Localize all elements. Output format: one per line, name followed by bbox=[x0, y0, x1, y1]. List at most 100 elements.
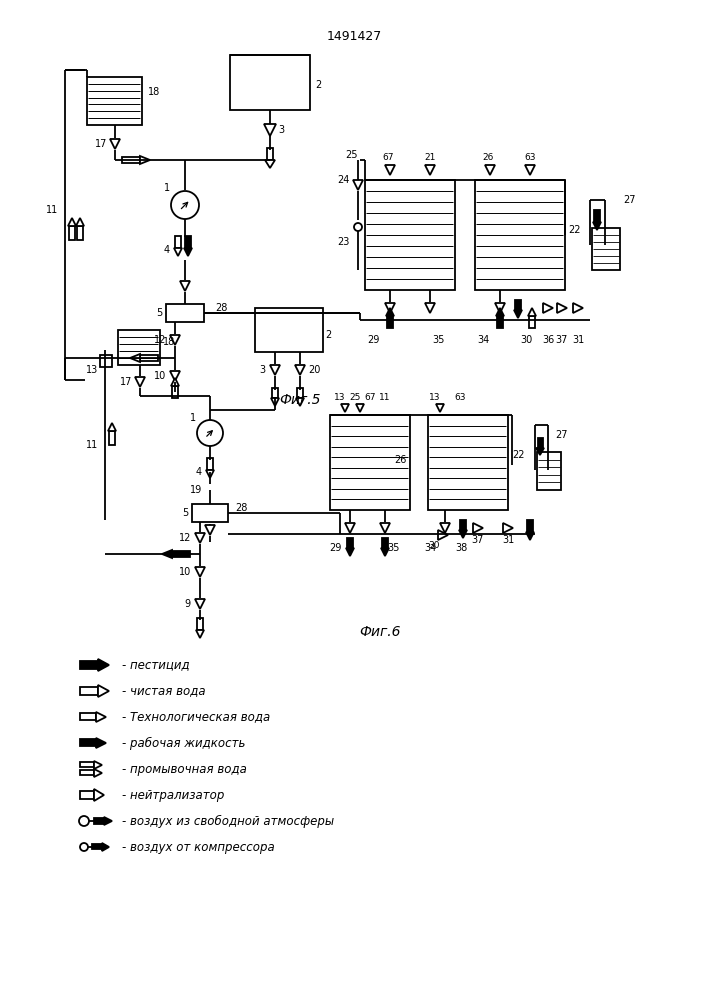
Text: 17: 17 bbox=[95, 139, 107, 149]
Text: 29: 29 bbox=[368, 335, 380, 345]
Polygon shape bbox=[98, 659, 109, 671]
Bar bbox=[515, 300, 521, 310]
Polygon shape bbox=[593, 222, 601, 230]
Bar bbox=[140, 355, 158, 361]
Polygon shape bbox=[346, 548, 354, 556]
Text: 35: 35 bbox=[432, 335, 445, 345]
Bar bbox=[330, 415, 410, 510]
Bar bbox=[592, 228, 620, 270]
Text: 18: 18 bbox=[163, 337, 175, 347]
Polygon shape bbox=[459, 530, 467, 538]
Bar bbox=[80, 713, 96, 720]
Text: 30: 30 bbox=[428, 540, 440, 550]
Bar bbox=[207, 458, 213, 470]
Bar bbox=[538, 438, 543, 448]
Polygon shape bbox=[526, 532, 534, 540]
Text: 12: 12 bbox=[153, 335, 166, 345]
Text: - пестицид: - пестицид bbox=[122, 658, 189, 672]
Bar bbox=[80, 661, 98, 669]
Text: 25: 25 bbox=[346, 150, 358, 160]
Text: 5: 5 bbox=[182, 508, 188, 518]
Bar bbox=[69, 226, 75, 240]
Text: 29: 29 bbox=[329, 543, 342, 553]
Text: 21: 21 bbox=[424, 153, 436, 162]
Polygon shape bbox=[174, 248, 182, 256]
Bar bbox=[497, 316, 503, 328]
Polygon shape bbox=[102, 843, 109, 851]
Text: 67: 67 bbox=[382, 153, 394, 162]
Text: 17: 17 bbox=[119, 377, 132, 387]
Bar bbox=[297, 388, 303, 398]
Polygon shape bbox=[94, 769, 102, 777]
Text: Фиг.6: Фиг.6 bbox=[359, 625, 401, 639]
Text: 13: 13 bbox=[429, 393, 440, 402]
Bar bbox=[87, 77, 142, 125]
Polygon shape bbox=[296, 398, 304, 406]
Bar bbox=[175, 236, 181, 248]
Text: 1491427: 1491427 bbox=[327, 30, 382, 43]
Text: 13: 13 bbox=[334, 393, 346, 402]
Bar bbox=[197, 618, 203, 630]
Bar bbox=[594, 210, 600, 222]
Polygon shape bbox=[130, 354, 140, 362]
Bar bbox=[185, 236, 191, 248]
Bar bbox=[166, 304, 204, 322]
Bar bbox=[230, 55, 310, 110]
Text: - воздух от компрессора: - воздух от компрессора bbox=[122, 840, 275, 854]
Bar bbox=[118, 330, 160, 365]
Text: 38: 38 bbox=[455, 543, 467, 553]
Polygon shape bbox=[381, 548, 389, 556]
Text: 37: 37 bbox=[556, 335, 568, 345]
Polygon shape bbox=[98, 685, 109, 697]
Text: 4: 4 bbox=[164, 245, 170, 255]
Bar bbox=[80, 739, 96, 746]
Bar bbox=[255, 308, 323, 352]
Bar bbox=[428, 415, 508, 510]
Bar bbox=[192, 504, 228, 522]
Text: 24: 24 bbox=[338, 175, 350, 185]
Text: 37: 37 bbox=[472, 535, 484, 545]
Text: 22: 22 bbox=[568, 225, 580, 235]
Text: 11: 11 bbox=[379, 393, 391, 402]
Text: 10: 10 bbox=[179, 567, 191, 577]
Text: 9: 9 bbox=[185, 599, 191, 609]
Text: - нейтрализатор: - нейтрализатор bbox=[122, 788, 224, 802]
Bar bbox=[365, 180, 455, 290]
Text: 63: 63 bbox=[525, 153, 536, 162]
Polygon shape bbox=[265, 160, 275, 168]
Bar bbox=[529, 316, 535, 328]
Polygon shape bbox=[271, 398, 279, 406]
Text: 22: 22 bbox=[512, 450, 525, 460]
Polygon shape bbox=[104, 817, 112, 825]
Text: 26: 26 bbox=[394, 455, 407, 465]
Text: 11: 11 bbox=[46, 205, 58, 215]
Polygon shape bbox=[528, 308, 536, 316]
Polygon shape bbox=[68, 218, 76, 226]
Bar bbox=[527, 520, 533, 532]
Bar bbox=[94, 818, 104, 824]
Text: 36: 36 bbox=[542, 335, 554, 345]
Bar bbox=[272, 388, 278, 398]
Text: 27: 27 bbox=[555, 430, 568, 440]
Polygon shape bbox=[496, 308, 504, 316]
Text: 30: 30 bbox=[520, 335, 532, 345]
Text: 1: 1 bbox=[164, 183, 170, 193]
Text: 31: 31 bbox=[572, 335, 584, 345]
Text: 25: 25 bbox=[349, 393, 361, 402]
Text: 11: 11 bbox=[86, 440, 98, 450]
Bar bbox=[387, 316, 393, 328]
Bar bbox=[80, 687, 98, 695]
Polygon shape bbox=[171, 378, 179, 386]
Polygon shape bbox=[140, 156, 150, 164]
Text: 35: 35 bbox=[387, 543, 399, 553]
Polygon shape bbox=[76, 218, 84, 226]
Polygon shape bbox=[96, 712, 106, 722]
Text: - воздух из свободной атмосферы: - воздух из свободной атмосферы bbox=[122, 814, 334, 828]
Polygon shape bbox=[514, 310, 522, 318]
Bar bbox=[460, 520, 466, 530]
Polygon shape bbox=[96, 738, 106, 748]
Bar bbox=[267, 148, 273, 160]
Text: 28: 28 bbox=[215, 303, 228, 313]
Text: 5: 5 bbox=[156, 308, 162, 318]
Text: 13: 13 bbox=[86, 365, 98, 375]
